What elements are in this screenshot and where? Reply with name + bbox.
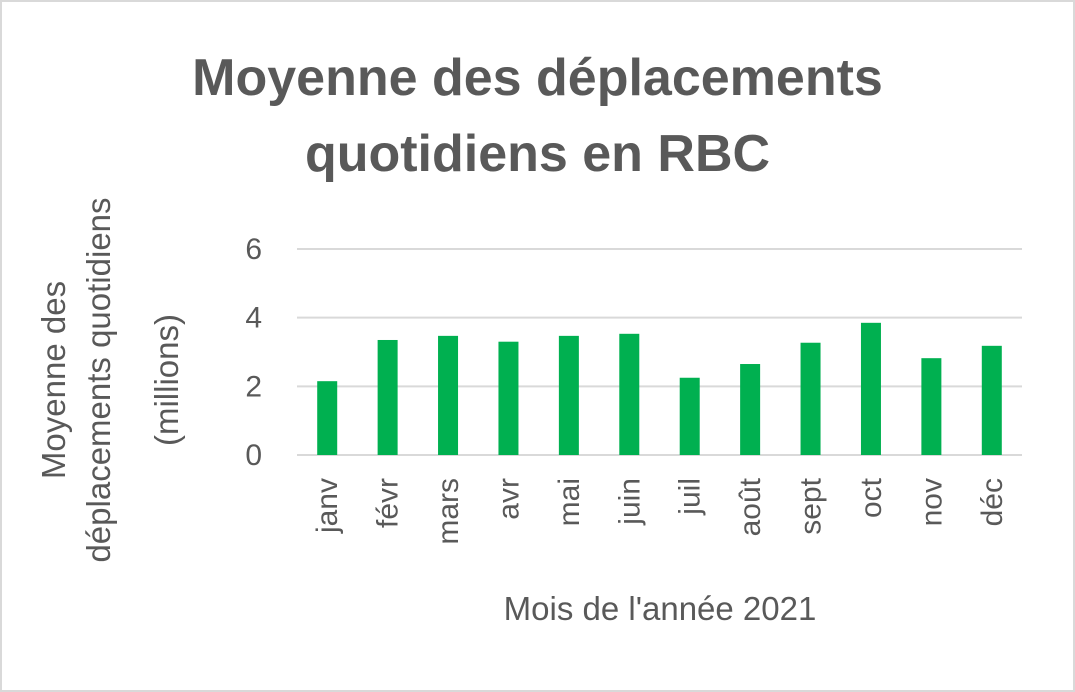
x-category-label: sept (795, 477, 828, 534)
y-axis-ticks: 0 2 4 6 (245, 233, 262, 472)
bar-mai (558, 335, 579, 455)
x-category-label: mars (432, 478, 465, 545)
y-tick-label: 6 (245, 233, 262, 266)
bar-juil (679, 377, 700, 455)
x-category-label: nov (915, 478, 948, 526)
x-category-label: mai (553, 478, 586, 526)
x-category-label: août (734, 477, 767, 536)
gridlines (297, 248, 1022, 456)
bar-sept (800, 342, 821, 455)
bar-mars (438, 335, 459, 455)
y-axis-title-line-1: Moyenne des (35, 281, 72, 479)
bar-avr (498, 341, 519, 455)
bar-oct (860, 322, 881, 455)
x-category-label: oct (855, 477, 888, 518)
chart-title: Moyenne des déplacements quotidiens en R… (0, 40, 1075, 192)
bar-nov (921, 358, 942, 455)
x-category-label: juil (674, 478, 707, 516)
y-axis-title-line-2: déplacements quotidiens (80, 197, 117, 562)
bar-août (740, 364, 761, 455)
y-tick-label: 2 (245, 370, 262, 403)
chart-title-line-2: quotidiens en RBC (304, 125, 771, 183)
bar-juin (619, 333, 640, 455)
bar-déc (981, 345, 1002, 455)
y-tick-label: 4 (245, 302, 262, 335)
chart-title-line-1: Moyenne des déplacements (192, 49, 883, 107)
y-axis-title: Moyenne des déplacements quotidiens (mil… (35, 197, 185, 562)
x-axis-categories: janv févr mars avr mai juin juil août sept oct nov… (311, 477, 1009, 544)
bar-janv (317, 381, 338, 455)
y-axis-title-line-3: (millions) (148, 314, 185, 446)
x-category-label: juin (613, 478, 646, 526)
x-axis-title: Mois de l'année 2021 (504, 590, 817, 627)
bar-févr (377, 339, 398, 455)
x-category-label: avr (492, 478, 525, 520)
x-category-label: janv (311, 478, 344, 534)
bars (317, 322, 1002, 455)
x-category-label: déc (976, 478, 1009, 526)
x-category-label: févr (372, 478, 405, 528)
y-tick-label: 0 (245, 439, 262, 472)
